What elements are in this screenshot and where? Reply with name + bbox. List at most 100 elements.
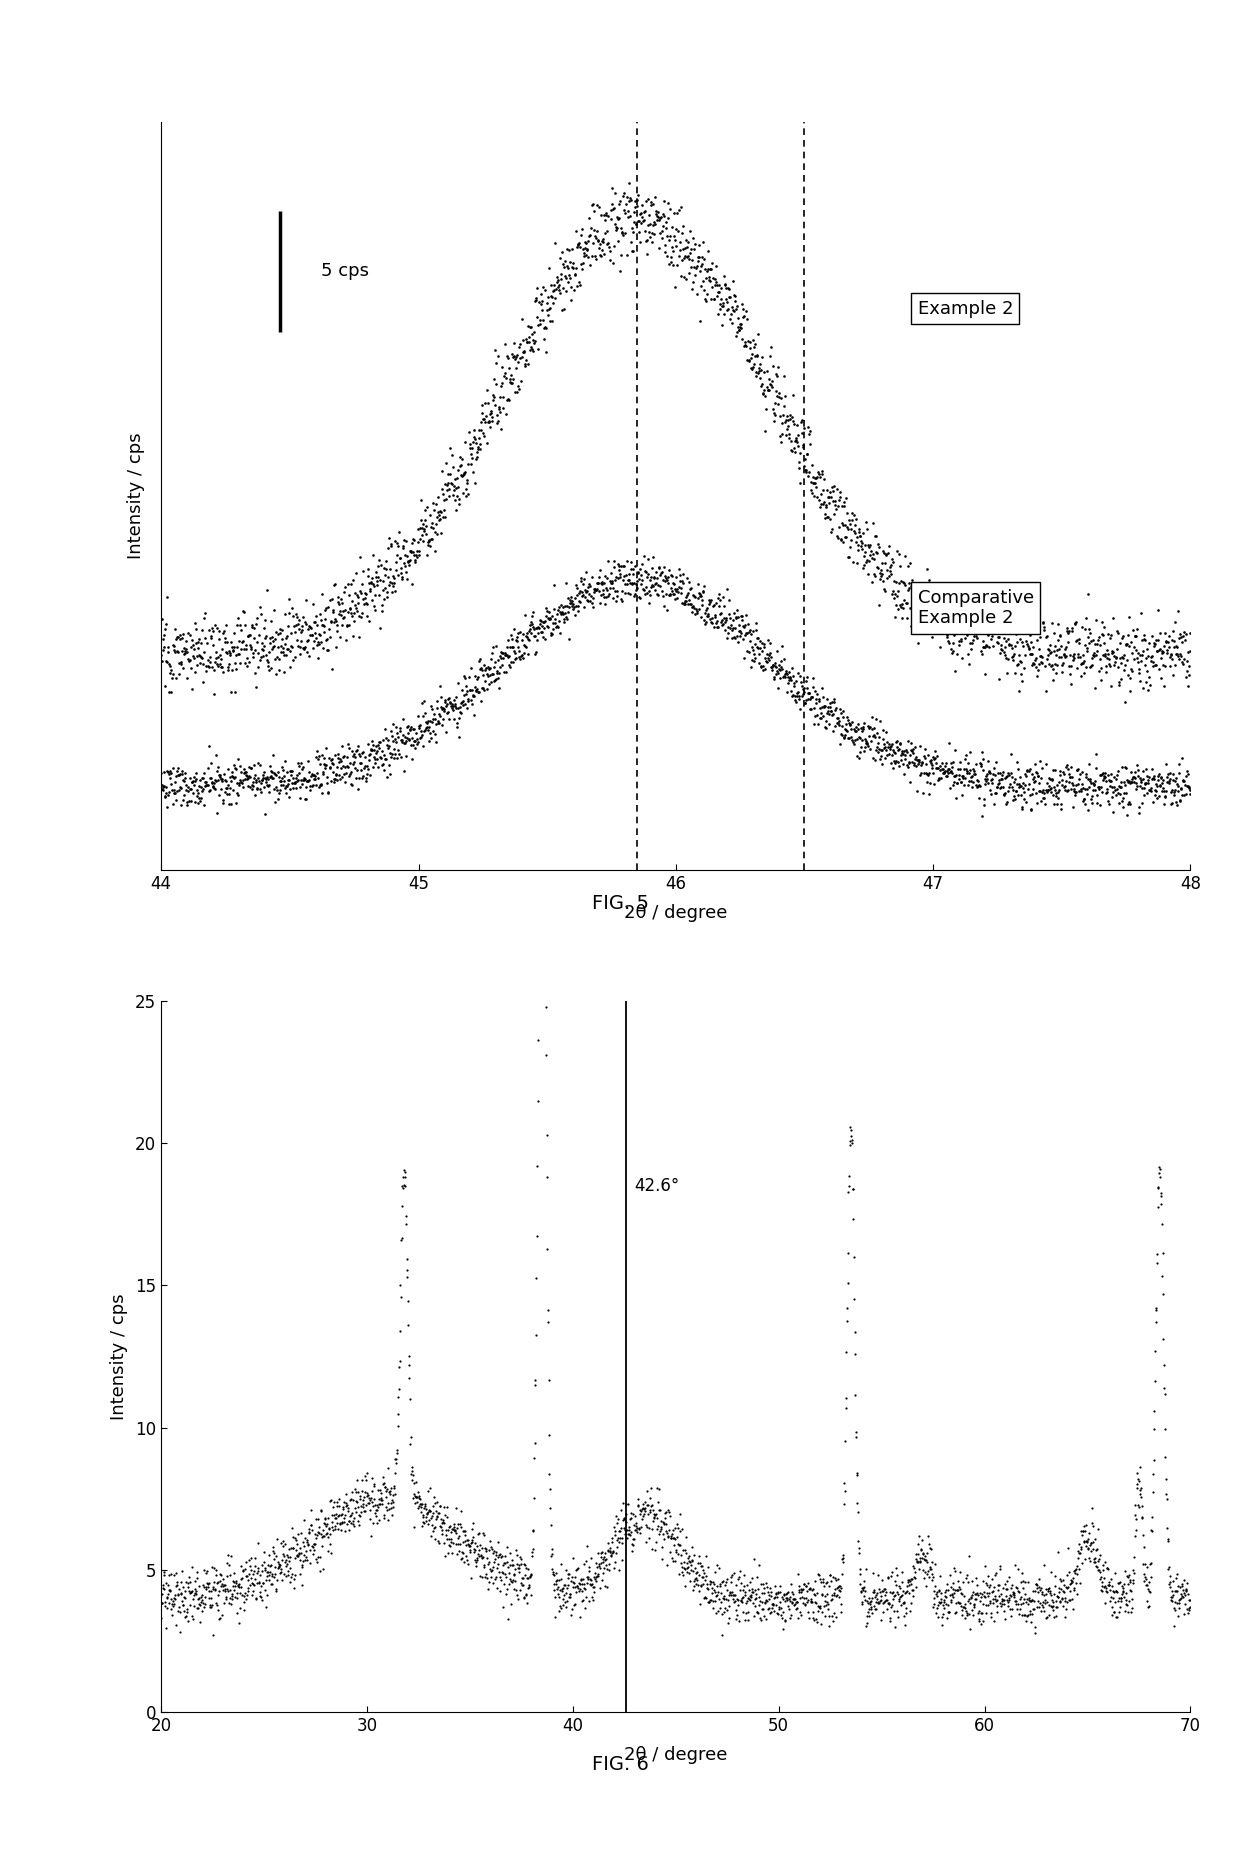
- Point: [994, 778, 1014, 808]
- Point: [816, 1568, 836, 1598]
- Point: [749, 640, 769, 670]
- Point: [1066, 608, 1086, 638]
- Point: [1064, 640, 1084, 670]
- Point: [216, 773, 236, 803]
- Point: [991, 638, 1011, 668]
- Point: [394, 728, 414, 758]
- Point: [565, 584, 585, 614]
- Point: [516, 344, 536, 374]
- Point: [727, 1600, 746, 1630]
- Point: [957, 610, 977, 640]
- Point: [963, 616, 983, 645]
- Point: [729, 610, 749, 640]
- Point: [536, 601, 556, 631]
- Point: [311, 1519, 331, 1549]
- Point: [299, 1514, 319, 1544]
- Point: [1028, 655, 1048, 685]
- Point: [407, 724, 427, 754]
- Point: [206, 1560, 226, 1590]
- Point: [250, 769, 270, 799]
- Point: [1074, 784, 1094, 814]
- Point: [260, 756, 280, 786]
- Point: [518, 1574, 538, 1603]
- Point: [701, 1568, 720, 1598]
- Point: [962, 761, 982, 791]
- Point: [596, 228, 616, 258]
- Point: [371, 1478, 391, 1508]
- Point: [485, 365, 505, 395]
- Point: [897, 1592, 916, 1622]
- Point: [234, 1596, 254, 1626]
- Point: [565, 591, 585, 621]
- Point: [404, 1478, 424, 1508]
- Point: [715, 1570, 735, 1600]
- Point: [191, 773, 211, 803]
- Point: [997, 788, 1017, 818]
- Point: [1085, 775, 1105, 805]
- Point: [709, 1553, 729, 1583]
- Point: [697, 256, 717, 286]
- Point: [1030, 747, 1050, 776]
- Point: [492, 638, 512, 668]
- Point: [1123, 1559, 1143, 1588]
- Point: [557, 604, 577, 634]
- Point: [999, 1562, 1019, 1592]
- Point: [362, 1487, 382, 1517]
- Point: [739, 327, 759, 357]
- Point: [378, 1487, 398, 1517]
- Point: [1116, 631, 1136, 660]
- Point: [991, 1592, 1011, 1622]
- Point: [290, 632, 310, 662]
- Point: [200, 1583, 219, 1613]
- Point: [1112, 623, 1132, 653]
- Point: [418, 705, 438, 735]
- Point: [265, 1559, 285, 1588]
- Point: [642, 228, 662, 258]
- Point: [567, 1577, 587, 1607]
- Point: [503, 1549, 523, 1579]
- Point: [177, 636, 197, 666]
- Point: [335, 1487, 355, 1517]
- Point: [156, 645, 176, 675]
- Point: [1145, 780, 1164, 810]
- Point: [1076, 636, 1096, 666]
- Point: [501, 1588, 521, 1618]
- Point: [423, 717, 443, 747]
- Point: [775, 406, 795, 436]
- Point: [760, 1598, 780, 1628]
- Point: [681, 1555, 701, 1585]
- Point: [621, 1502, 641, 1532]
- Point: [268, 1553, 288, 1583]
- Point: [156, 608, 176, 638]
- Point: [861, 1587, 880, 1617]
- Point: [655, 1523, 675, 1553]
- Point: [544, 1570, 564, 1600]
- Point: [904, 580, 924, 610]
- Point: [1116, 629, 1136, 659]
- Point: [229, 767, 249, 797]
- Point: [577, 228, 596, 258]
- Point: [377, 1495, 397, 1525]
- Point: [1037, 675, 1056, 705]
- Point: [229, 769, 249, 799]
- Point: [500, 1559, 520, 1588]
- Point: [1029, 649, 1049, 679]
- Point: [450, 1508, 470, 1538]
- Point: [305, 763, 325, 793]
- Point: [737, 331, 756, 361]
- Point: [1068, 754, 1087, 784]
- Point: [570, 1602, 590, 1632]
- Point: [336, 1478, 356, 1508]
- Point: [941, 634, 961, 664]
- Point: [889, 539, 909, 569]
- Point: [1056, 614, 1076, 644]
- Point: [939, 606, 959, 636]
- Point: [1135, 1549, 1154, 1579]
- Point: [1029, 767, 1049, 797]
- Point: [883, 576, 903, 606]
- Point: [521, 333, 541, 363]
- Point: [497, 632, 517, 662]
- Point: [513, 1570, 533, 1600]
- Point: [317, 767, 337, 797]
- Point: [298, 1530, 317, 1560]
